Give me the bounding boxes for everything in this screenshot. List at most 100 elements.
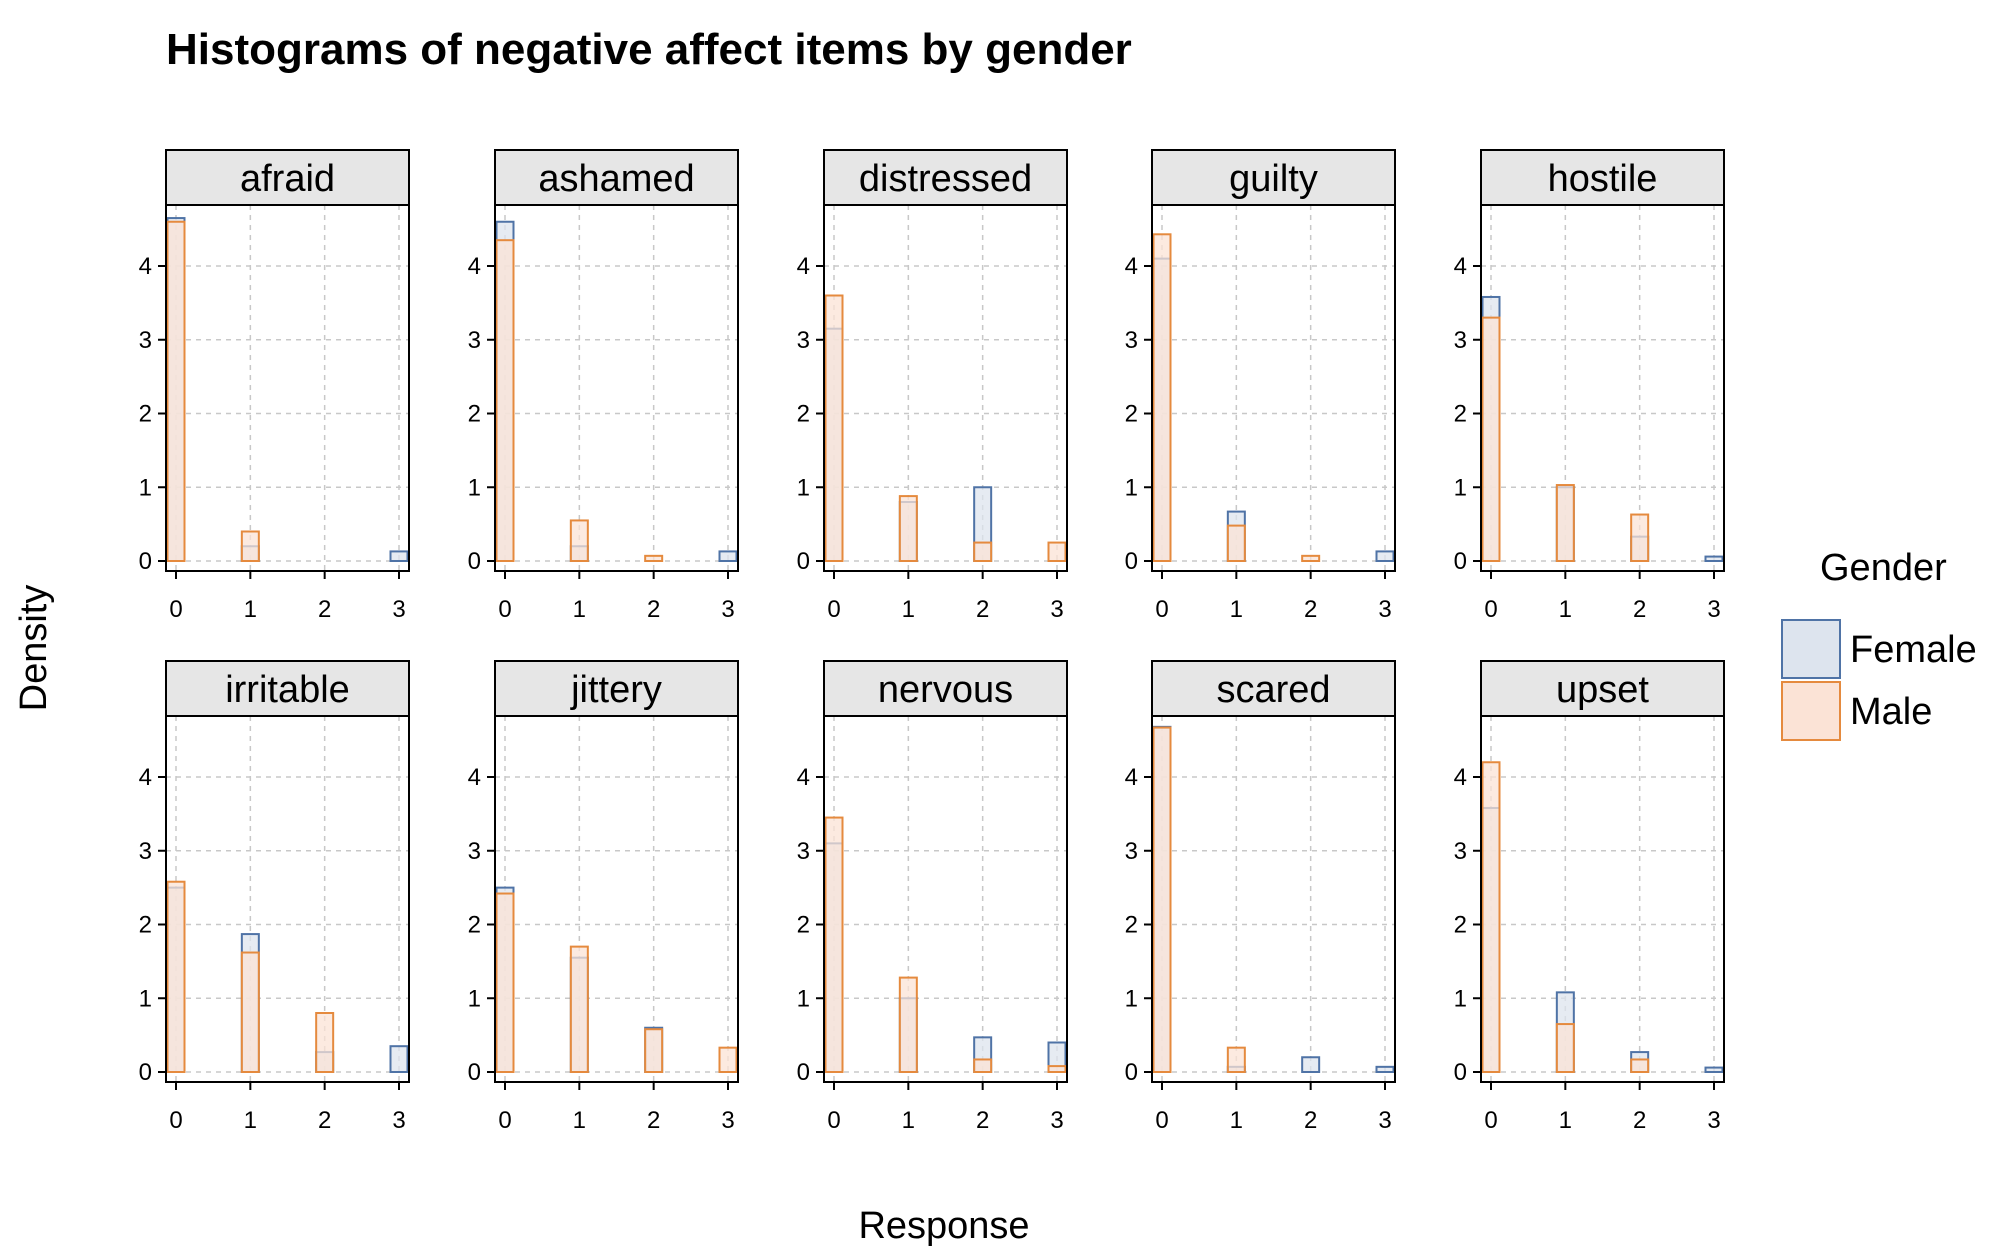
panel-border bbox=[1480, 204, 1725, 572]
bar-male bbox=[973, 541, 993, 562]
legend: Gender Female Male bbox=[1781, 547, 1977, 741]
chart-title: Histograms of negative affect items by g… bbox=[166, 25, 1132, 74]
x-tick-label: 0 bbox=[827, 596, 840, 623]
panel-hostile: hostile 0 1 2 3 4 0 1 2 3 bbox=[1454, 149, 1725, 623]
x-tick-label: 3 bbox=[1378, 596, 1391, 623]
panel-nervous: nervous 0 1 2 3 4 0 1 2 3 bbox=[797, 660, 1068, 1134]
bar-male bbox=[1630, 513, 1650, 562]
y-tick-label: 1 bbox=[139, 985, 152, 1012]
y-tick-label: 2 bbox=[797, 912, 810, 939]
x-tick-label: 2 bbox=[976, 1107, 989, 1134]
y-tick-label: 3 bbox=[468, 327, 481, 354]
y-tick-label: 0 bbox=[139, 548, 152, 575]
strip-label: hostile bbox=[1548, 158, 1658, 200]
x-tick-label: 0 bbox=[1155, 1107, 1168, 1134]
y-tick-label: 2 bbox=[1125, 912, 1138, 939]
strip-label: afraid bbox=[240, 158, 335, 200]
bar-female bbox=[1704, 1066, 1724, 1073]
panel-afraid: afraid 0 1 2 3 4 0 1 2 3 bbox=[139, 149, 410, 623]
strip-box bbox=[165, 660, 410, 717]
bar-male bbox=[973, 1058, 993, 1074]
y-tick-label: 4 bbox=[1125, 764, 1138, 791]
strip-label: guilty bbox=[1229, 158, 1318, 200]
strip-box bbox=[823, 149, 1068, 206]
strip-box bbox=[823, 660, 1068, 717]
x-tick-label: 0 bbox=[498, 596, 511, 623]
strip-box bbox=[494, 149, 739, 206]
y-tick-label: 4 bbox=[468, 253, 481, 280]
y-tick-label: 0 bbox=[797, 548, 810, 575]
x-tick-label: 3 bbox=[1378, 1107, 1391, 1134]
bar-female bbox=[389, 550, 409, 562]
y-tick-label: 1 bbox=[139, 474, 152, 501]
x-tick-label: 1 bbox=[573, 596, 586, 623]
x-tick-label: 2 bbox=[1304, 596, 1317, 623]
bar-male bbox=[1630, 1058, 1650, 1074]
y-tick-label: 3 bbox=[139, 327, 152, 354]
x-tick-label: 0 bbox=[1155, 596, 1168, 623]
x-tick-label: 2 bbox=[647, 1107, 660, 1134]
y-tick-label: 2 bbox=[468, 401, 481, 428]
bar-male bbox=[1152, 233, 1172, 562]
panel-border bbox=[823, 204, 1068, 572]
strip-box bbox=[1480, 660, 1725, 717]
bar-male bbox=[569, 945, 589, 1073]
x-tick-label: 1 bbox=[573, 1107, 586, 1134]
x-tick-label: 1 bbox=[1230, 1107, 1243, 1134]
y-tick-label: 3 bbox=[797, 327, 810, 354]
x-tick-label: 2 bbox=[318, 1107, 331, 1134]
bar-male bbox=[315, 1012, 335, 1073]
y-tick-label: 3 bbox=[1125, 327, 1138, 354]
y-tick-label: 1 bbox=[468, 985, 481, 1012]
y-tick-label: 0 bbox=[1125, 548, 1138, 575]
y-tick-label: 1 bbox=[1125, 474, 1138, 501]
strip-box bbox=[1151, 149, 1396, 206]
y-tick-label: 4 bbox=[139, 253, 152, 280]
bar-male bbox=[1047, 541, 1067, 562]
x-axis-title: Response bbox=[858, 1205, 1029, 1247]
strip-label: distressed bbox=[859, 158, 1032, 200]
strip-box bbox=[165, 149, 410, 206]
x-tick-label: 0 bbox=[1484, 596, 1497, 623]
x-tick-label: 1 bbox=[1559, 1107, 1572, 1134]
panel-border bbox=[1151, 204, 1396, 572]
panel-border bbox=[1480, 715, 1725, 1083]
y-tick-label: 3 bbox=[1454, 327, 1467, 354]
x-tick-label: 3 bbox=[1707, 1107, 1720, 1134]
y-tick-label: 2 bbox=[1454, 401, 1467, 428]
x-tick-label: 2 bbox=[1304, 1107, 1317, 1134]
bar-male bbox=[1152, 726, 1172, 1074]
y-tick-label: 0 bbox=[139, 1059, 152, 1086]
strip-box bbox=[1480, 149, 1725, 206]
panel-upset: upset 0 1 2 3 4 0 1 2 3 bbox=[1454, 660, 1725, 1134]
x-tick-label: 3 bbox=[721, 596, 734, 623]
y-tick-label: 0 bbox=[468, 548, 481, 575]
bar-male bbox=[240, 951, 260, 1074]
y-tick-label: 4 bbox=[797, 764, 810, 791]
legend-key-female bbox=[1781, 619, 1841, 679]
bar-male bbox=[644, 1028, 664, 1073]
x-tick-label: 0 bbox=[498, 1107, 511, 1134]
bar-female bbox=[718, 550, 738, 562]
y-tick-label: 1 bbox=[1454, 474, 1467, 501]
y-tick-label: 2 bbox=[797, 401, 810, 428]
x-tick-label: 2 bbox=[1633, 596, 1646, 623]
panel-scared: scared 0 1 2 3 4 0 1 2 3 bbox=[1125, 660, 1396, 1134]
strip-label: scared bbox=[1216, 669, 1330, 711]
panel-border bbox=[823, 715, 1068, 1083]
bar-male bbox=[1301, 554, 1321, 563]
legend-label-female: Female bbox=[1850, 629, 1977, 671]
legend-key-male bbox=[1781, 681, 1841, 741]
strip-box bbox=[494, 660, 739, 717]
x-tick-label: 1 bbox=[244, 1107, 257, 1134]
x-tick-label: 3 bbox=[1050, 1107, 1063, 1134]
y-tick-label: 0 bbox=[1454, 548, 1467, 575]
y-tick-label: 4 bbox=[1454, 253, 1467, 280]
y-tick-label: 1 bbox=[797, 985, 810, 1012]
strip-label: upset bbox=[1556, 669, 1649, 711]
bar-male bbox=[1555, 1023, 1575, 1073]
x-tick-label: 2 bbox=[647, 596, 660, 623]
y-axis-title: Density bbox=[13, 585, 55, 712]
x-tick-label: 1 bbox=[244, 596, 257, 623]
